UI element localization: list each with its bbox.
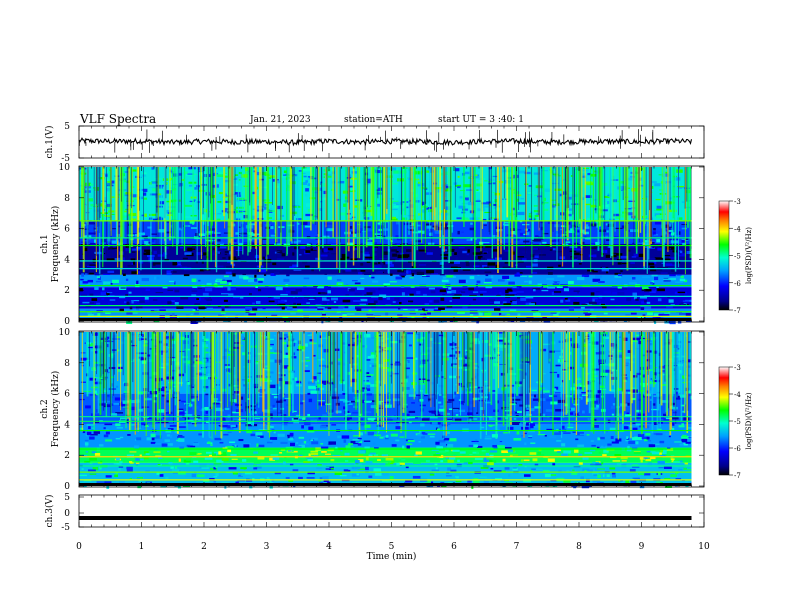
colorbar-tick-label: -3 <box>734 364 741 372</box>
y-axis-label: Frequency (kHz) <box>50 206 61 283</box>
colorbar-ch1 <box>718 200 733 311</box>
x-tick-label: 7 <box>514 542 520 552</box>
y-axis-label: ch.2 <box>40 399 50 418</box>
x-tick-label: 4 <box>326 542 332 552</box>
x-tick-label: 1 <box>139 542 145 552</box>
x-axis-label: Time (min) <box>367 551 417 562</box>
x-tick-label: 3 <box>264 542 270 552</box>
x-tick-label: 2 <box>201 542 207 552</box>
waveform-ch1 <box>78 129 693 153</box>
y-tick-label: 5 <box>64 122 70 132</box>
y-tick-label: 0 <box>64 482 70 492</box>
x-tick-label: 9 <box>639 542 645 552</box>
colorbar-tick-label: -6 <box>734 280 741 288</box>
y-tick-label: 6 <box>64 390 70 400</box>
colorbar-tick-label: -5 <box>734 418 741 426</box>
date-label: Jan. 21, 2023 <box>250 115 311 125</box>
y-tick-label: 10 <box>59 328 71 338</box>
colorbar-ch2 <box>718 366 733 476</box>
y-tick-label: -5 <box>61 523 70 533</box>
y-tick-label: 8 <box>64 194 70 204</box>
colorbar-tick-label: -3 <box>734 198 741 206</box>
panel-frame <box>78 165 705 323</box>
y-tick-label: 8 <box>64 359 70 369</box>
y-tick-label: 4 <box>64 420 70 430</box>
y-tick-label: 2 <box>64 286 70 296</box>
x-tick-label: 10 <box>698 542 710 552</box>
panel-frame <box>78 125 705 159</box>
y-axis-label: ch.1(V) <box>44 126 55 159</box>
panel-frame <box>78 330 705 488</box>
y-tick-label: -5 <box>61 154 70 164</box>
colorbar-label: log(PSD)(V²/Hz) <box>745 227 753 284</box>
colorbar-tick-label: -4 <box>734 391 741 399</box>
x-tick-label: 0 <box>76 542 82 552</box>
y-tick-label: 5 <box>64 493 70 503</box>
x-tick-label: 6 <box>451 542 457 552</box>
y-tick-label: 4 <box>64 255 70 265</box>
ch1-trace <box>78 137 693 147</box>
start-time-label: start UT = 3 :40: 1 <box>438 115 524 125</box>
colorbar-tick-label: -4 <box>734 225 741 233</box>
y-tick-label: 0 <box>64 317 70 327</box>
chart-title: VLF Spectra <box>80 112 157 126</box>
station-label: station=ATH <box>344 115 403 125</box>
colorbar-tick-label: -6 <box>734 445 741 453</box>
y-tick-label: 2 <box>64 451 70 461</box>
y-tick-label: 0 <box>64 509 70 519</box>
spectral-band <box>79 244 692 275</box>
y-tick-label: 6 <box>64 225 70 235</box>
y-tick-label: 10 <box>59 163 71 173</box>
x-tick-label: 5 <box>389 542 395 552</box>
y-axis-label: ch.1 <box>40 234 50 253</box>
y-axis-label: ch.3(V) <box>44 495 55 528</box>
spectrogram-ch2 <box>79 331 704 489</box>
spectrogram-ch1 <box>79 166 704 325</box>
colorbar-tick-label: -7 <box>734 472 741 480</box>
colorbar-tick-label: -5 <box>734 253 741 261</box>
panel-frame <box>78 494 705 528</box>
x-tick-label: 8 <box>576 542 582 552</box>
y-axis-label: Frequency (kHz) <box>50 371 61 448</box>
colorbar-tick-label: -7 <box>734 307 741 315</box>
colorbar-label: log(PSD)(V²/Hz) <box>745 392 753 449</box>
